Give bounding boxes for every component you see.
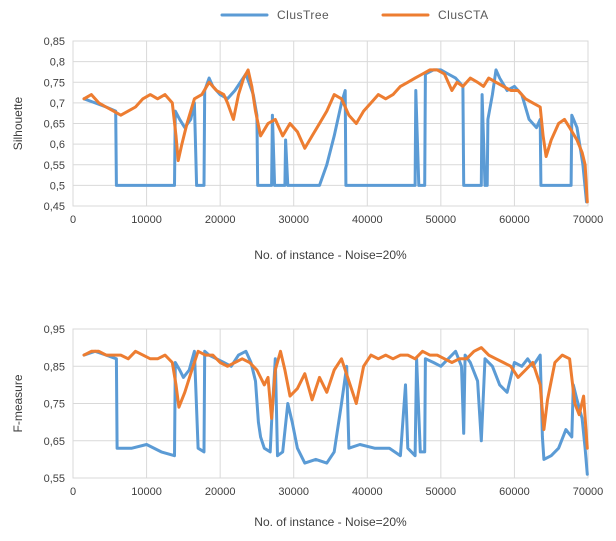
x-tick-label: 40000 — [352, 214, 383, 226]
x-tick-label: 10000 — [131, 486, 162, 498]
x-tick-label: 70000 — [573, 486, 604, 498]
y-tick-label: 0,65 — [44, 436, 65, 448]
x-tick-label: 60000 — [499, 486, 530, 498]
x-tick-label: 70000 — [573, 214, 604, 226]
y-tick-label: 0,95 — [44, 324, 65, 336]
y-tick-label: 0,7 — [50, 98, 65, 110]
x-tick-label: 50000 — [426, 214, 457, 226]
legend-label-cluscta: ClusCTA — [438, 8, 489, 22]
y-tick-label: 0,75 — [44, 399, 65, 411]
y-tick-label: 0,65 — [44, 119, 65, 131]
x-tick-label: 20000 — [205, 486, 236, 498]
series-line-cluscta — [82, 346, 589, 450]
x-tick-label: 0 — [70, 486, 76, 498]
x-tick-label: 40000 — [352, 486, 383, 498]
plot-area — [72, 40, 589, 207]
silhouette-chart: 0,45 0,5 0,55 0,6 0,65 0,7 0,75 0,8 0,85 0 10000 20… — [11, 36, 603, 262]
f-measure-chart: 0,55 0,65 0,75 0,85 0,95 0 10000 20000 30000 4000… — [11, 324, 603, 529]
x-tick-label: 20000 — [205, 214, 236, 226]
y-tick-label: 0,8 — [50, 57, 65, 69]
y-tick-label: 0,85 — [44, 36, 65, 48]
x-tick-label: 60000 — [499, 214, 530, 226]
x-tick-label: 30000 — [278, 214, 309, 226]
x-tick-label: 30000 — [278, 486, 309, 498]
x-tick-label: 50000 — [426, 486, 457, 498]
series-line-cluscta — [82, 68, 589, 204]
x-axis-title: No. of instance - Noise=20% — [254, 515, 407, 529]
x-axis-title: No. of instance - Noise=20% — [254, 248, 407, 262]
y-tick-label: 0,75 — [44, 77, 65, 89]
x-tick-label: 0 — [70, 214, 76, 226]
y-tick-label: 0,85 — [44, 361, 65, 373]
y-tick-label: 0,45 — [44, 201, 65, 213]
plot-area — [72, 328, 589, 479]
series-line-clustree — [82, 349, 589, 476]
legend: ClusTree ClusCTA — [220, 8, 489, 22]
y-axis-title: F-measure — [11, 374, 25, 432]
y-tick-label: 0,5 — [50, 180, 65, 192]
legend-label-clustree: ClusTree — [277, 8, 329, 22]
y-axis-title: Silhouette — [11, 96, 25, 150]
x-tick-label: 10000 — [131, 214, 162, 226]
y-tick-label: 0,55 — [44, 160, 65, 172]
y-tick-label: 0,55 — [44, 473, 65, 485]
y-tick-label: 0,6 — [50, 139, 65, 151]
